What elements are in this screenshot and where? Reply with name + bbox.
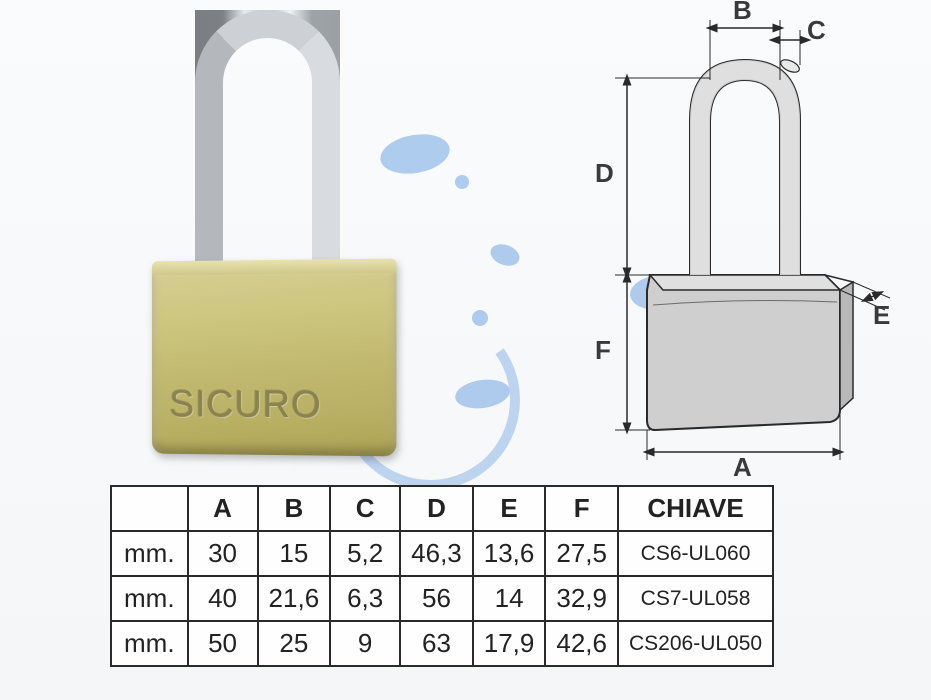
table-corner-cell	[111, 486, 188, 531]
watermark-blob	[455, 175, 469, 189]
lock-body-outline	[647, 275, 853, 430]
key-cell: CS6-UL060	[618, 531, 773, 576]
unit-cell: mm.	[111, 576, 188, 621]
unit-cell: mm.	[111, 531, 188, 576]
dimension-c	[773, 30, 807, 65]
shackle-outline	[690, 57, 801, 275]
cell: 25	[258, 621, 331, 666]
cell: 63	[400, 621, 473, 666]
dim-label-a: A	[733, 452, 752, 483]
cell: 17,9	[473, 621, 546, 666]
table-header-row: A B C D E F CHIAVE	[111, 486, 773, 531]
cell: 40	[188, 576, 258, 621]
table-row: mm. 50 25 9 63 17,9 42,6 CS206-UL050	[111, 621, 773, 666]
dim-label-f: F	[595, 335, 611, 366]
cell: 46,3	[400, 531, 473, 576]
lock-body-photo: SICURO	[152, 259, 396, 457]
product-photo: SICURO	[120, 0, 420, 480]
dim-label-e: E	[873, 300, 890, 331]
diagram-svg	[555, 0, 895, 470]
cell: 30	[188, 531, 258, 576]
cell: 15	[258, 531, 331, 576]
dim-label-c: C	[807, 15, 826, 46]
technical-diagram: B C D F A E	[555, 0, 895, 470]
col-header-key: CHIAVE	[618, 486, 773, 531]
brand-text: SICURO	[170, 384, 322, 428]
cell: 5,2	[330, 531, 400, 576]
cell: 9	[330, 621, 400, 666]
cell: 56	[400, 576, 473, 621]
col-header: A	[188, 486, 258, 531]
table-row: mm. 30 15 5,2 46,3 13,6 27,5 CS6-UL060	[111, 531, 773, 576]
cell: 32,9	[545, 576, 618, 621]
unit-cell: mm.	[111, 621, 188, 666]
col-header: B	[258, 486, 331, 531]
cell: 14	[473, 576, 546, 621]
col-header: C	[330, 486, 400, 531]
dim-label-b: B	[733, 0, 752, 26]
cell: 42,6	[545, 621, 618, 666]
cell: 6,3	[330, 576, 400, 621]
col-header: D	[400, 486, 473, 531]
col-header: F	[545, 486, 618, 531]
cell: 27,5	[545, 531, 618, 576]
spec-table: A B C D E F CHIAVE mm. 30 15 5,2 46,3 13…	[110, 485, 774, 667]
key-cell: CS206-UL050	[618, 621, 773, 666]
col-header: E	[473, 486, 546, 531]
dimension-f	[615, 275, 650, 430]
figure-canvas: SICURO	[0, 0, 931, 700]
cell: 13,6	[473, 531, 546, 576]
cell: 21,6	[258, 576, 331, 621]
key-cell: CS7-UL058	[618, 576, 773, 621]
watermark-blob	[487, 240, 522, 269]
cell: 50	[188, 621, 258, 666]
dim-label-d: D	[595, 158, 614, 189]
shackle-photo	[195, 10, 340, 290]
table-row: mm. 40 21,6 6,3 56 14 32,9 CS7-UL058	[111, 576, 773, 621]
